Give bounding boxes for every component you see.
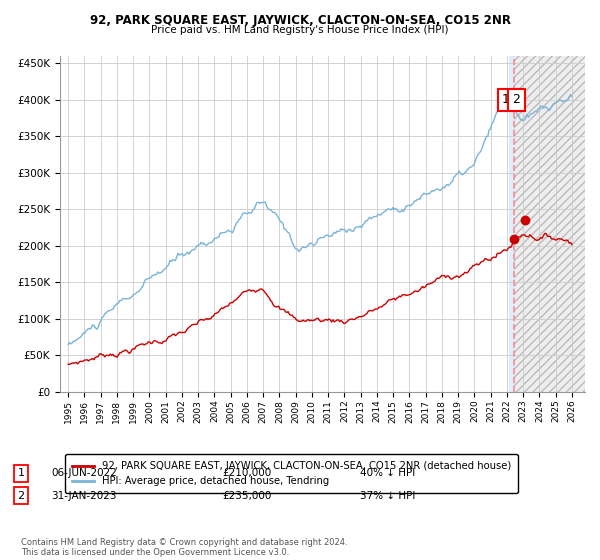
Text: 1: 1 xyxy=(17,468,25,478)
Text: £235,000: £235,000 xyxy=(222,491,271,501)
Text: 2: 2 xyxy=(17,491,25,501)
Text: Contains HM Land Registry data © Crown copyright and database right 2024.
This d: Contains HM Land Registry data © Crown c… xyxy=(21,538,347,557)
Text: 31-JAN-2023: 31-JAN-2023 xyxy=(51,491,116,501)
Text: 2: 2 xyxy=(512,94,520,106)
Text: 37% ↓ HPI: 37% ↓ HPI xyxy=(360,491,415,501)
Text: 1: 1 xyxy=(502,94,510,106)
Text: 40% ↓ HPI: 40% ↓ HPI xyxy=(360,468,415,478)
Text: 06-JUN-2022: 06-JUN-2022 xyxy=(51,468,117,478)
Text: Price paid vs. HM Land Registry's House Price Index (HPI): Price paid vs. HM Land Registry's House … xyxy=(151,25,449,35)
Legend: 92, PARK SQUARE EAST, JAYWICK, CLACTON-ON-SEA, CO15 2NR (detached house), HPI: A: 92, PARK SQUARE EAST, JAYWICK, CLACTON-O… xyxy=(65,454,518,493)
Text: 92, PARK SQUARE EAST, JAYWICK, CLACTON-ON-SEA, CO15 2NR: 92, PARK SQUARE EAST, JAYWICK, CLACTON-O… xyxy=(89,14,511,27)
Text: £210,000: £210,000 xyxy=(222,468,271,478)
